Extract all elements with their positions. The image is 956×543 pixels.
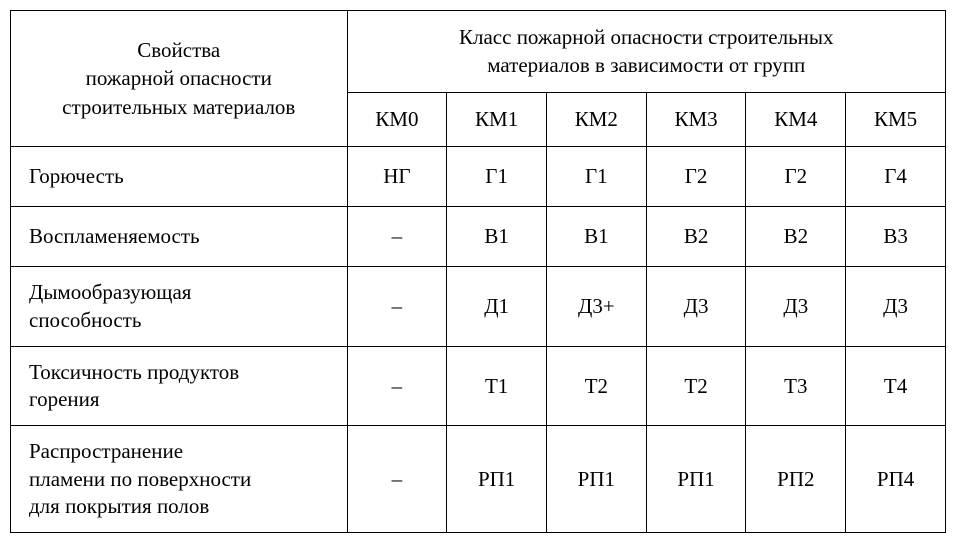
data-cell: – [347,206,447,266]
data-cell: Т4 [846,346,946,426]
data-cell: Г2 [746,146,846,206]
column-header: КМ2 [546,92,646,146]
data-cell: Д3 [746,267,846,347]
data-cell: Т3 [746,346,846,426]
data-cell: Г1 [447,146,547,206]
data-cell: Т1 [447,346,547,426]
data-cell: РП1 [447,426,547,533]
data-cell: РП2 [746,426,846,533]
data-cell: Г1 [546,146,646,206]
data-cell: В2 [746,206,846,266]
data-cell: В1 [546,206,646,266]
row-label: Токсичность продуктовгорения [11,346,348,426]
table-row: Токсичность продуктовгорения – Т1 Т2 Т2 … [11,346,946,426]
data-cell: Т2 [546,346,646,426]
data-cell: В3 [846,206,946,266]
data-cell: – [347,426,447,533]
data-cell: Г4 [846,146,946,206]
table-row: Воспламеняемость – В1 В1 В2 В2 В3 [11,206,946,266]
table-row: Дымообразующаяспособность – Д1 Д3+ Д3 Д3… [11,267,946,347]
column-header: КМ4 [746,92,846,146]
column-header: КМ1 [447,92,547,146]
data-cell: РП4 [846,426,946,533]
row-label: Горючесть [11,146,348,206]
table-row: Распространениепламени по поверхностидля… [11,426,946,533]
fire-hazard-class-table: Свойствапожарной опасностистроительных м… [10,10,946,533]
data-cell: В2 [646,206,746,266]
column-header: КМ5 [846,92,946,146]
data-cell: В1 [447,206,547,266]
column-header: КМ3 [646,92,746,146]
data-cell: Д3 [846,267,946,347]
column-header: КМ0 [347,92,447,146]
data-cell: Т2 [646,346,746,426]
table-row: Горючесть НГ Г1 Г1 Г2 Г2 Г4 [11,146,946,206]
data-cell: Г2 [646,146,746,206]
data-cell: РП1 [546,426,646,533]
row-label: Распространениепламени по поверхностидля… [11,426,348,533]
left-header-cell: Свойствапожарной опасностистроительных м… [11,11,348,147]
data-cell: Д3+ [546,267,646,347]
data-cell: НГ [347,146,447,206]
row-label: Воспламеняемость [11,206,348,266]
data-cell: Д1 [447,267,547,347]
data-cell: – [347,346,447,426]
data-cell: Д3 [646,267,746,347]
data-cell: РП1 [646,426,746,533]
group-header-cell: Класс пожарной опасности строительныхмат… [347,11,945,93]
row-label: Дымообразующаяспособность [11,267,348,347]
data-cell: – [347,267,447,347]
